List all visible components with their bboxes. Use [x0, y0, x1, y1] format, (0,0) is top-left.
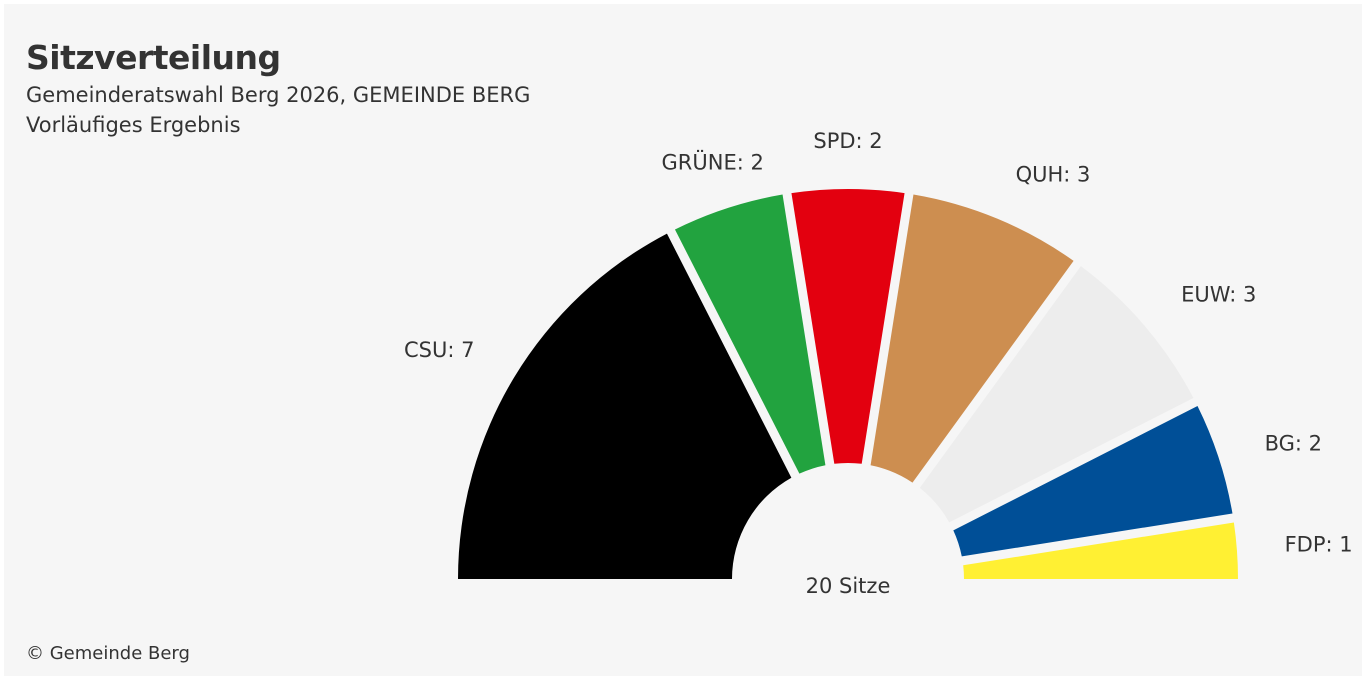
chart-subtitle: Gemeinderatswahl Berg 2026, GEMEINDE BER… — [26, 83, 531, 107]
slice-quh — [870, 194, 1074, 483]
chart-title: Sitzverteilung — [26, 38, 281, 77]
label-bg: BG: 2 — [1265, 432, 1322, 456]
copyright-credit: © Gemeinde Berg — [26, 643, 190, 664]
label-euw: EUW: 3 — [1181, 283, 1256, 307]
slice-grüne — [674, 194, 826, 474]
total-seats-label: 20 Sitze — [806, 574, 891, 598]
slice-csu — [458, 233, 792, 579]
slice-bg — [953, 405, 1233, 557]
slice-euw — [919, 266, 1194, 523]
label-grüne: GRÜNE: 2 — [662, 149, 764, 174]
label-quh: QUH: 3 — [1016, 162, 1091, 186]
label-fdp: FDP: 1 — [1285, 533, 1353, 557]
slice-fdp — [963, 522, 1238, 579]
label-spd: SPD: 2 — [813, 129, 882, 153]
slice-spd — [791, 188, 905, 464]
label-csu: CSU: 7 — [404, 338, 474, 362]
chart-subtitle-status: Vorläufiges Ergebnis — [26, 113, 241, 137]
